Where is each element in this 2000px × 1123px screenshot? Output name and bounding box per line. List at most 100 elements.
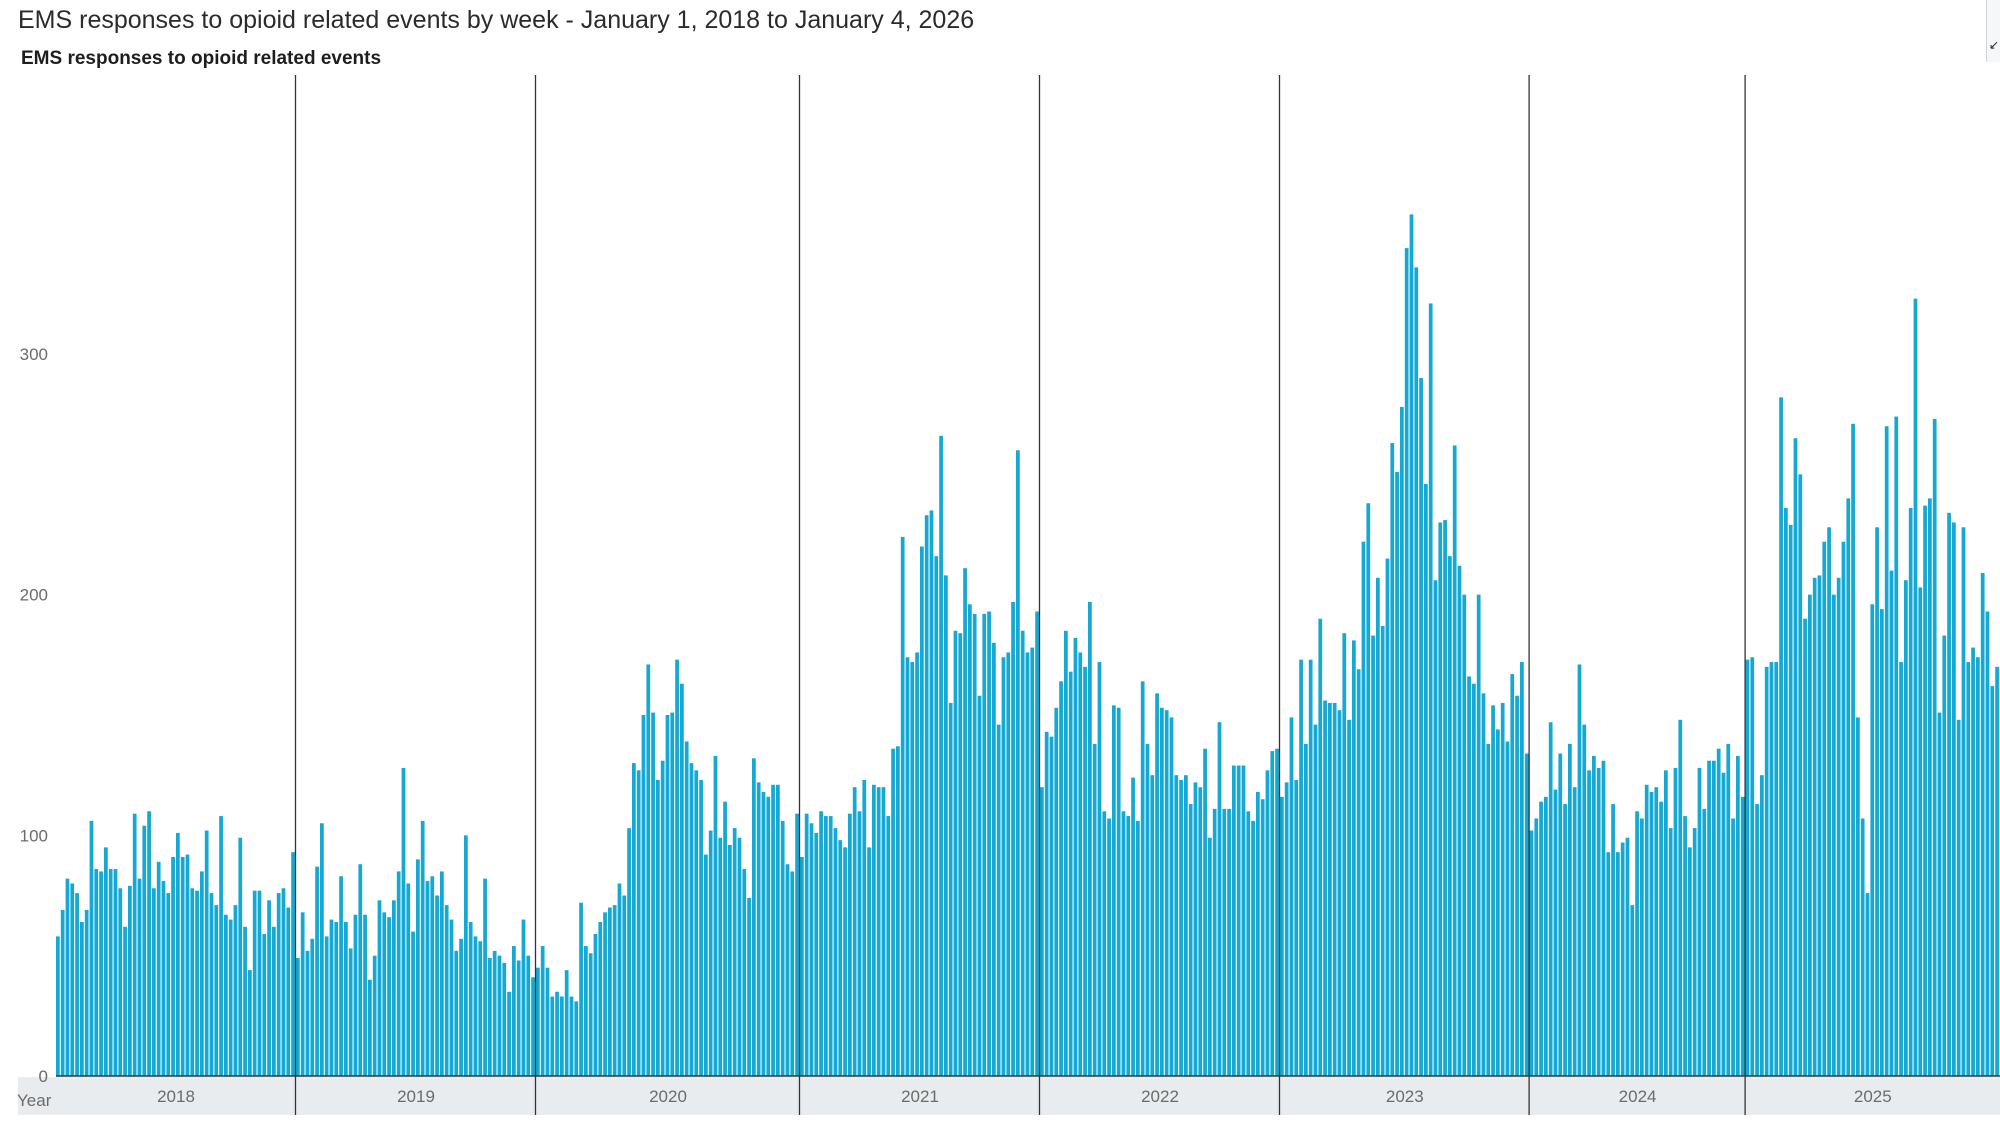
bar[interactable]: [1846, 498, 1851, 1076]
bar[interactable]: [646, 664, 651, 1076]
bar[interactable]: [1457, 565, 1462, 1076]
bar[interactable]: [900, 536, 905, 1076]
bar[interactable]: [689, 763, 694, 1076]
bar[interactable]: [656, 779, 660, 1076]
bar[interactable]: [828, 816, 833, 1076]
bar[interactable]: [761, 792, 766, 1076]
bar[interactable]: [977, 695, 982, 1076]
bar[interactable]: [291, 852, 295, 1076]
bar[interactable]: [459, 938, 463, 1076]
bar[interactable]: [516, 960, 521, 1076]
bar[interactable]: [1328, 702, 1332, 1076]
bar[interactable]: [1160, 707, 1164, 1076]
bar[interactable]: [1971, 647, 1975, 1076]
bar[interactable]: [1400, 406, 1404, 1076]
bar[interactable]: [1275, 748, 1279, 1076]
bar[interactable]: [1150, 775, 1155, 1076]
bar[interactable]: [1721, 772, 1726, 1076]
bar[interactable]: [934, 556, 939, 1076]
bar[interactable]: [267, 900, 271, 1076]
bar[interactable]: [699, 779, 703, 1076]
bar[interactable]: [1625, 837, 1630, 1076]
bar[interactable]: [713, 755, 718, 1076]
bar[interactable]: [113, 869, 118, 1076]
bar[interactable]: [732, 828, 737, 1076]
bar[interactable]: [1294, 779, 1299, 1076]
bar[interactable]: [728, 844, 732, 1076]
bar[interactable]: [1712, 760, 1716, 1076]
bar[interactable]: [1232, 765, 1236, 1076]
bar[interactable]: [939, 435, 943, 1077]
bar[interactable]: [670, 712, 675, 1076]
bar[interactable]: [1068, 671, 1073, 1076]
bar[interactable]: [1500, 702, 1505, 1076]
bar[interactable]: [1923, 505, 1927, 1076]
bar[interactable]: [603, 912, 607, 1076]
bar[interactable]: [1097, 662, 1102, 1076]
bar[interactable]: [1875, 527, 1879, 1076]
bar[interactable]: [1102, 811, 1107, 1076]
bar[interactable]: [348, 948, 353, 1076]
bar[interactable]: [1798, 474, 1803, 1077]
bar[interactable]: [324, 936, 329, 1076]
bar[interactable]: [1899, 662, 1903, 1076]
bar[interactable]: [1956, 719, 1961, 1076]
bar[interactable]: [1668, 828, 1673, 1076]
bar[interactable]: [1644, 784, 1649, 1076]
bar[interactable]: [1443, 520, 1447, 1076]
bar[interactable]: [411, 931, 415, 1076]
bar[interactable]: [1140, 681, 1145, 1076]
bar[interactable]: [488, 958, 492, 1076]
bar[interactable]: [1856, 717, 1860, 1076]
bar[interactable]: [622, 895, 627, 1077]
bar[interactable]: [593, 934, 598, 1076]
bar[interactable]: [1227, 808, 1231, 1076]
bar[interactable]: [1385, 558, 1390, 1076]
bar[interactable]: [1664, 770, 1668, 1076]
bar[interactable]: [425, 881, 430, 1076]
bar[interactable]: [1073, 637, 1078, 1076]
bar[interactable]: [1990, 686, 1995, 1076]
bar[interactable]: [1356, 669, 1361, 1076]
bar[interactable]: [296, 958, 300, 1076]
bar[interactable]: [1995, 666, 1999, 1076]
bar[interactable]: [200, 871, 204, 1076]
bar[interactable]: [440, 871, 444, 1076]
bar[interactable]: [1208, 837, 1212, 1076]
bar[interactable]: [1774, 662, 1779, 1076]
bar[interactable]: [1572, 787, 1577, 1076]
bar[interactable]: [1462, 594, 1467, 1076]
bar[interactable]: [564, 970, 569, 1076]
bar[interactable]: [867, 847, 871, 1076]
bar[interactable]: [233, 905, 238, 1076]
bar[interactable]: [1870, 604, 1875, 1076]
bar[interactable]: [972, 613, 977, 1076]
bar[interactable]: [1620, 842, 1625, 1076]
bar[interactable]: [747, 897, 751, 1076]
bar[interactable]: [468, 921, 473, 1076]
bar[interactable]: [1496, 729, 1500, 1076]
bar[interactable]: [1908, 508, 1913, 1076]
bar[interactable]: [862, 779, 867, 1076]
bar[interactable]: [1606, 852, 1611, 1076]
bar[interactable]: [718, 837, 723, 1076]
bar[interactable]: [1284, 782, 1289, 1076]
bar[interactable]: [1438, 522, 1443, 1076]
bar[interactable]: [406, 883, 411, 1076]
bar[interactable]: [1472, 683, 1476, 1076]
bar[interactable]: [838, 840, 843, 1076]
bar[interactable]: [435, 895, 439, 1077]
bar[interactable]: [1313, 724, 1318, 1076]
bar[interactable]: [1217, 722, 1222, 1076]
bar[interactable]: [1467, 676, 1471, 1076]
bar[interactable]: [1697, 767, 1702, 1076]
bar[interactable]: [152, 888, 156, 1076]
bar[interactable]: [204, 830, 209, 1076]
bar[interactable]: [1865, 893, 1870, 1076]
bar[interactable]: [574, 1001, 579, 1076]
bar[interactable]: [75, 893, 79, 1076]
bar[interactable]: [1779, 397, 1783, 1076]
bar[interactable]: [1174, 775, 1179, 1076]
bar[interactable]: [723, 801, 727, 1076]
bar[interactable]: [257, 890, 262, 1076]
